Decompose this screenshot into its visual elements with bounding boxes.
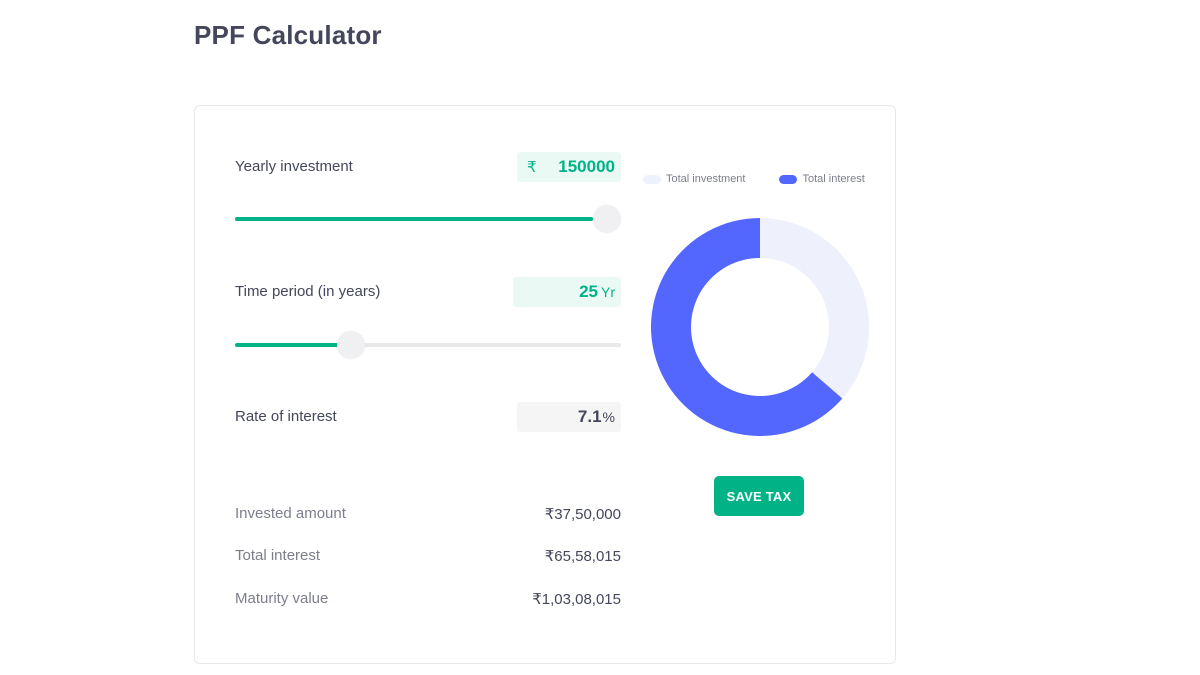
rate-of-interest-row: Rate of interest 7.1 % — [235, 402, 621, 434]
total-interest-row: Total interest ₹65,58,015 — [235, 547, 621, 567]
invested-amount-row: Invested amount ₹37,50,000 — [235, 505, 621, 525]
invested-amount-label: Invested amount — [235, 505, 346, 522]
left-gutter — [0, 0, 183, 675]
invested-amount-value: ₹37,50,000 — [544, 506, 621, 523]
calculator-card: Yearly investment ₹ 150000 Time period (… — [194, 105, 896, 664]
time-period-slider-thumb[interactable] — [336, 331, 365, 359]
yearly-investment-label: Yearly investment — [235, 158, 353, 175]
maturity-value-label: Maturity value — [235, 590, 329, 607]
total-interest-value: ₹65,58,015 — [544, 548, 621, 565]
legend-label-total-interest: Total interest — [802, 173, 865, 185]
yearly-investment-input[interactable]: ₹ 150000 — [517, 152, 621, 182]
page-title: PPF Calculator — [194, 20, 382, 50]
rate-of-interest-field: 7.1 % — [517, 402, 621, 432]
donut-slice-total-interest — [651, 218, 843, 436]
yearly-investment-value: 150000 — [558, 157, 615, 176]
total-interest-label: Total interest — [235, 547, 321, 564]
rate-of-interest-value: 7.1 — [577, 407, 602, 426]
time-period-label: Time period (in years) — [235, 283, 381, 300]
yearly-investment-slider[interactable] — [235, 205, 621, 233]
legend-item-total-investment: Total investment — [643, 173, 745, 185]
donut-chart — [651, 218, 869, 436]
rate-of-interest-unit: % — [602, 409, 615, 425]
time-period-slider-fill — [235, 343, 351, 347]
save-tax-button[interactable]: SAVE TAX — [714, 476, 804, 516]
legend-item-total-interest: Total interest — [779, 173, 865, 185]
legend-label-total-investment: Total investment — [666, 173, 746, 185]
maturity-value-value: ₹1,03,08,015 — [532, 591, 621, 608]
chart-legend: Total investment Total interest — [643, 173, 883, 185]
legend-swatch-total-investment — [643, 174, 661, 184]
yearly-investment-slider-thumb[interactable] — [593, 205, 621, 233]
donut-slice-total-investment — [760, 218, 869, 399]
rate-of-interest-label: Rate of interest — [235, 408, 337, 425]
time-period-unit: Yr — [601, 284, 615, 300]
time-period-slider[interactable] — [235, 331, 621, 359]
rupee-icon: ₹ — [527, 159, 537, 176]
time-period-row: Time period (in years) 25 Yr — [235, 277, 621, 309]
yearly-investment-slider-fill — [235, 217, 593, 221]
yearly-investment-row: Yearly investment ₹ 150000 — [235, 152, 621, 184]
time-period-value: 25 — [579, 282, 598, 301]
legend-swatch-total-interest — [779, 174, 798, 184]
time-period-input[interactable]: 25 Yr — [513, 277, 621, 307]
maturity-value-row: Maturity value ₹1,03,08,015 — [235, 590, 621, 610]
